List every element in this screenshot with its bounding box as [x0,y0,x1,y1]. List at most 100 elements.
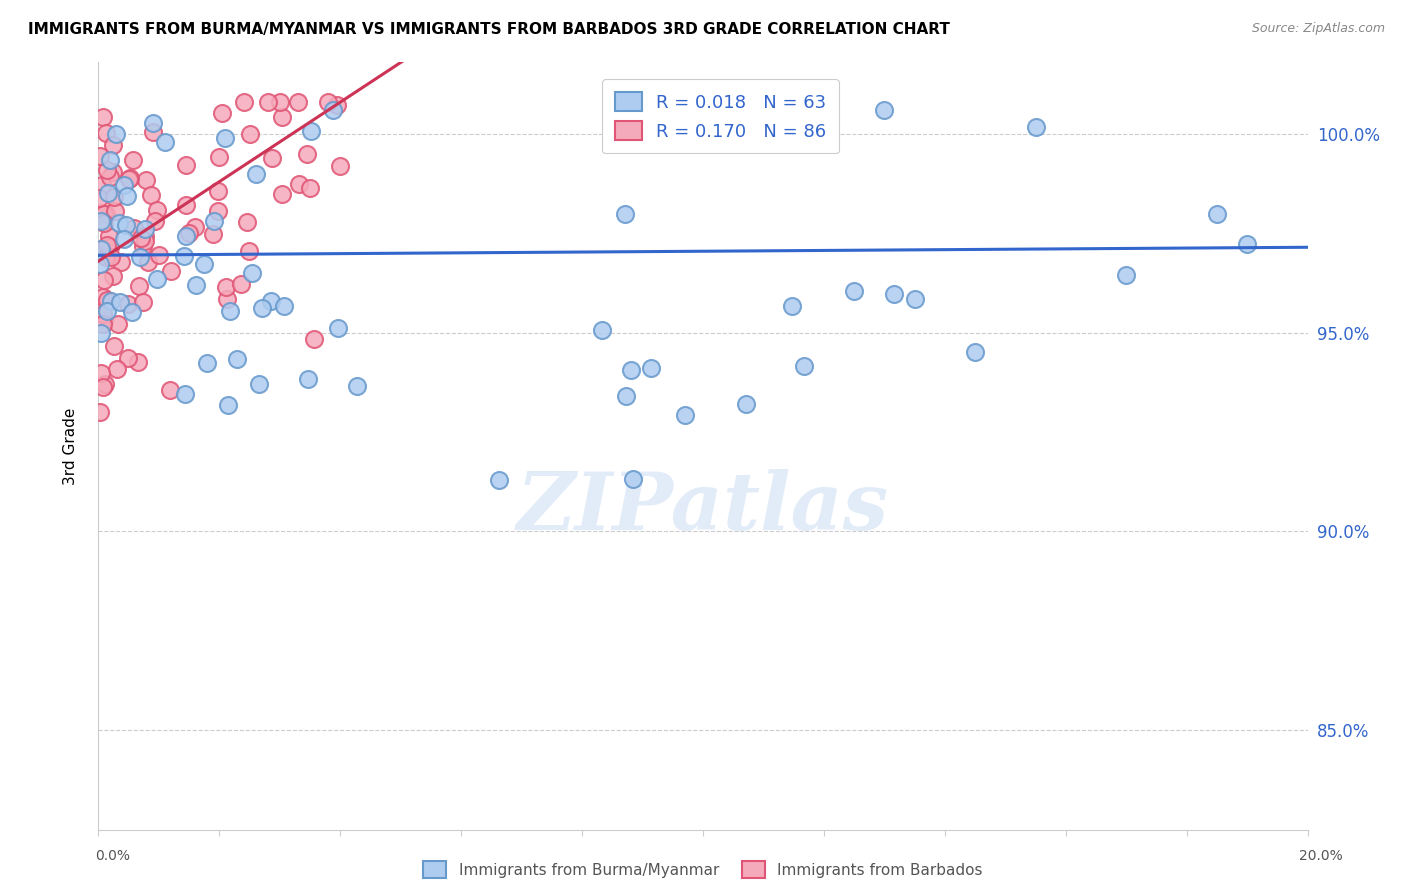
Point [591,323,613,337]
Point [89,148,111,162]
Point [322,103,344,117]
Text: 20.0%: 20.0% [1299,849,1343,863]
Point [93,273,115,287]
Point [128,250,150,264]
Point [146,272,169,286]
Point [207,185,229,199]
Point [96,293,118,308]
Point [287,95,309,110]
Text: IMMIGRANTS FROM BURMA/MYANMAR VS IMMIGRANTS FROM BARBADOS 3RD GRADE CORRELATION : IMMIGRANTS FROM BURMA/MYANMAR VS IMMIGRA… [28,22,950,37]
Point [93,216,115,230]
Point [873,103,896,117]
Point [214,131,236,145]
Point [142,125,165,139]
Point [488,473,510,487]
Point [96,162,118,177]
Point [139,187,162,202]
Point [94,377,117,392]
Point [217,398,239,412]
Point [883,287,905,301]
Point [173,249,195,263]
Point [91,307,114,321]
Point [104,127,127,141]
Point [100,240,122,254]
Point [735,397,758,411]
Point [326,321,349,335]
Point [269,95,291,110]
Point [93,313,115,327]
Point [97,186,120,200]
Point [101,165,124,179]
Point [105,362,128,376]
Point [202,227,225,242]
Point [96,251,118,265]
Point [287,177,309,191]
Point [103,339,125,353]
Text: ZIPatlas: ZIPatlas [517,468,889,546]
Point [346,379,368,393]
Point [184,277,207,292]
Point [179,226,201,240]
Point [329,159,352,173]
Point [219,304,242,318]
Point [135,173,157,187]
Point [136,254,159,268]
Point [195,356,218,370]
Point [129,231,152,245]
Point [103,189,125,203]
Point [614,206,637,220]
Point [117,297,139,311]
Point [134,229,156,244]
Point [96,207,118,221]
Point [295,147,318,161]
Point [247,376,270,391]
Point [121,153,143,167]
Point [117,351,139,365]
Point [148,248,170,262]
Point [174,387,197,401]
Point [238,244,260,258]
Point [1024,120,1046,134]
Point [271,110,294,124]
Point [236,215,259,229]
Point [965,344,987,359]
Point [184,219,207,234]
Point [215,292,238,306]
Point [143,214,166,228]
Point [128,279,150,293]
Point [153,135,176,149]
Point [96,237,118,252]
Point [110,255,132,269]
Point [225,351,247,366]
Point [104,204,127,219]
Point [1206,207,1229,221]
Point [90,206,112,220]
Point [202,214,225,228]
Point [98,169,121,184]
Point [239,127,262,141]
Point [103,268,125,283]
Point [240,266,263,280]
Point [91,178,114,192]
Point [100,250,122,264]
Point [1115,268,1137,282]
Point [174,158,197,172]
Point [793,359,815,374]
Point [108,216,131,230]
Point [231,277,253,291]
Point [96,303,118,318]
Point [91,318,114,332]
Point [127,355,149,369]
Point [193,257,215,271]
Point [132,238,155,252]
Point [118,171,141,186]
Point [118,172,141,186]
Point [250,301,273,315]
Point [1236,236,1258,251]
Point [260,151,283,165]
Point [112,232,135,246]
Point [134,222,156,236]
Point [256,95,278,110]
Point [100,293,122,308]
Point [117,189,139,203]
